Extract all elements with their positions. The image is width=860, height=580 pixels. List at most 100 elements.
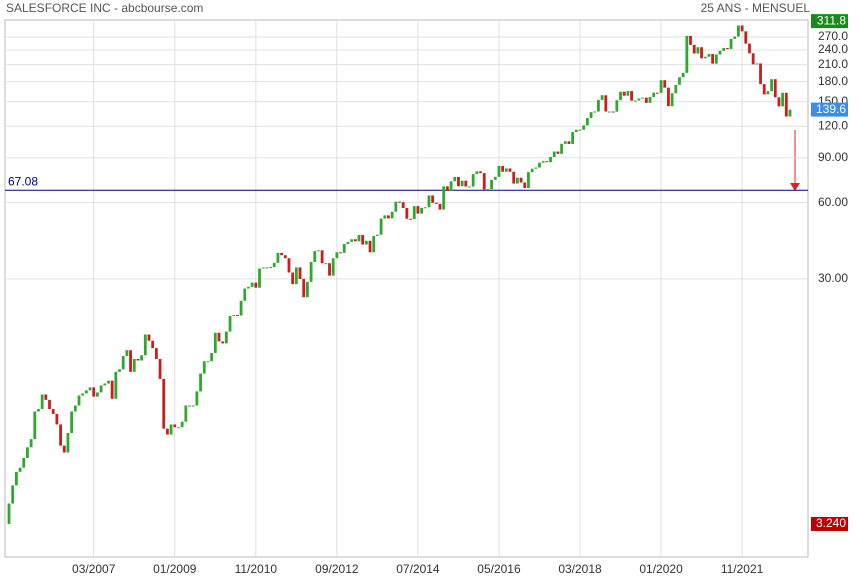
candle [770,79,773,92]
candle [652,92,656,98]
candle [280,252,284,256]
candle [59,424,62,446]
candle [571,132,575,144]
candle [453,176,457,182]
candle [317,250,320,252]
candle [184,405,188,422]
candle [685,35,689,73]
x-tick-label: 11/2010 [235,562,278,576]
candle [283,255,287,259]
candle [180,421,184,428]
candle [619,91,622,101]
y-tick-label: 240.0 [818,42,848,56]
candle [202,361,206,374]
candle [674,84,678,94]
candle [512,171,516,184]
candle [195,391,199,406]
candle [346,241,350,244]
candle [773,79,777,98]
candle [667,87,670,107]
candle [762,84,766,95]
candle [151,340,155,349]
candle [306,281,309,298]
candle [423,207,427,209]
candle [40,394,44,410]
candle [519,177,523,183]
candle [331,258,335,276]
candle [191,405,195,407]
candle [608,111,611,113]
candle [641,97,645,99]
candle [26,447,29,458]
candle [188,405,191,407]
candle [55,413,59,425]
candle [714,54,718,64]
candle [678,77,681,85]
x-tick-label: 11/2021 [721,562,764,576]
candle [482,173,486,190]
candle [250,282,254,287]
candle [96,392,99,397]
candle [37,409,40,412]
candle [335,252,339,259]
chart-title: SALESFORCE INC - abcbourse.com [6,1,203,15]
candle [438,203,442,210]
candle [633,100,637,102]
candle [401,202,405,209]
candle [471,174,475,187]
candle [530,168,534,173]
candle [777,97,781,107]
candle [88,387,92,391]
candle [265,267,269,269]
candle [272,262,276,268]
candle [563,141,567,144]
candle [737,25,740,37]
candle [107,380,110,384]
candle [567,141,571,144]
y-tick-label: 270.0 [818,29,848,43]
candle [445,186,449,191]
candle [538,162,541,168]
candle [390,211,394,219]
candle [18,467,22,472]
candle [416,206,420,214]
candle [729,38,733,50]
candle [696,47,700,54]
price-marker [811,14,848,29]
candle [578,129,582,131]
candle [239,300,243,316]
candle [534,167,538,169]
candle [504,168,508,172]
candle [103,383,107,386]
candle [600,95,604,100]
candle [781,92,785,107]
candle [748,43,751,54]
candle [615,100,619,112]
candle [217,332,221,342]
candle [574,129,578,133]
candle [313,251,317,262]
chart-subtitle: 25 ANS - MENSUEL [701,1,811,15]
candle [162,378,166,429]
candle [744,31,748,44]
candle [449,181,453,191]
x-tick-label: 03/2018 [558,562,602,576]
candle [486,189,490,191]
candle [589,112,593,119]
candle [173,424,177,428]
candle [515,177,519,184]
candle [33,411,37,440]
candle [302,278,306,298]
candle [147,334,151,341]
candle [670,93,674,107]
candle [158,358,162,379]
candle [169,424,173,435]
candle [136,358,140,361]
candle [681,72,685,78]
candle [552,151,556,157]
candle [398,201,401,203]
price-marker [811,516,848,531]
candle [320,250,324,264]
candle [70,411,74,434]
